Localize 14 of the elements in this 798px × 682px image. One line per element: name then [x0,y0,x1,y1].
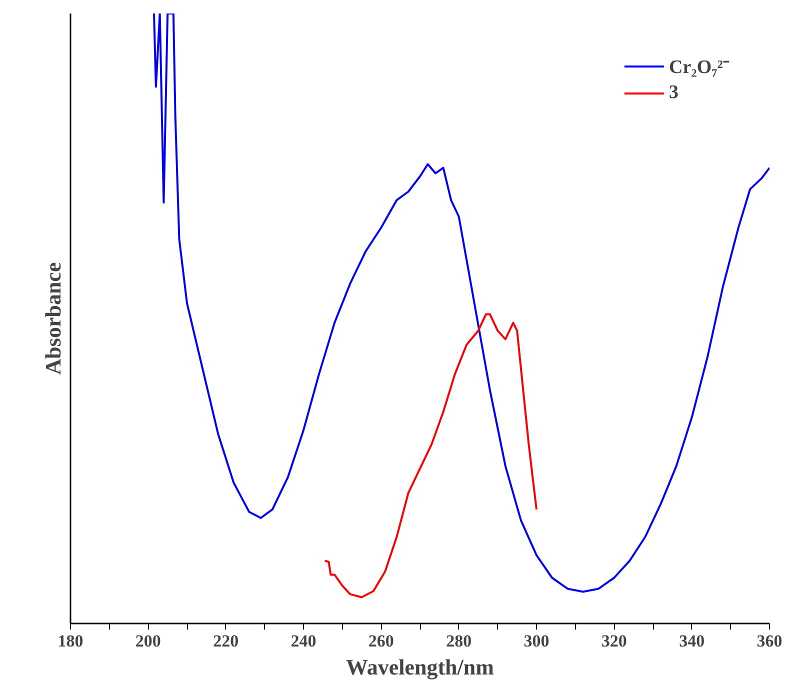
x-tick-label: 260 [368,632,394,650]
x-tick-label: 220 [213,632,239,650]
x-tick-label: 280 [446,632,472,650]
x-tick-label: 360 [756,632,782,650]
x-tick-label: 180 [58,632,84,650]
x-tick-label: 340 [679,632,705,650]
legend-label: 3 [668,82,680,104]
x-axis-title: Wavelength/nm [346,654,494,680]
x-tick-label: 300 [524,632,550,650]
x-tick-label: 240 [290,632,316,650]
y-axis-title: Absorbance [40,262,66,375]
x-tick-label: 200 [135,632,161,650]
x-tick-label: 320 [601,632,627,650]
legend-label: Cr₂O₇²⁻ [668,56,729,79]
